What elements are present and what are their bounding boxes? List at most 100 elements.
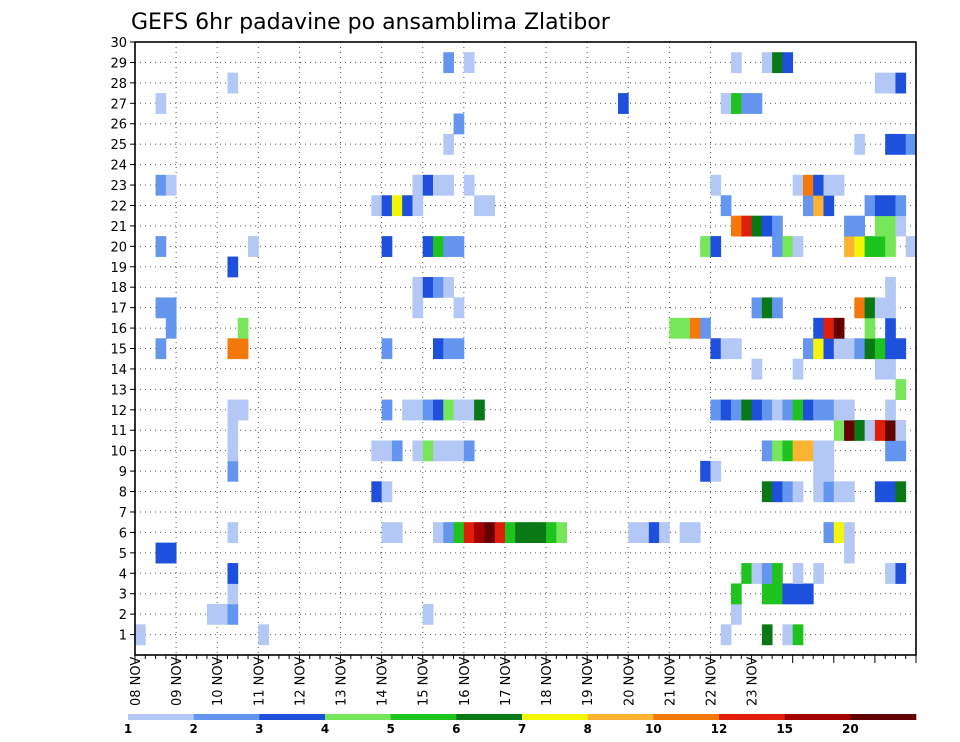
precip-cell [885, 215, 896, 237]
precip-cell [155, 236, 167, 257]
y-tick-label: 9 [119, 465, 127, 480]
precip-cell [802, 338, 814, 360]
x-tick-label: 21 NOV [663, 657, 678, 706]
precip-cell [227, 256, 239, 278]
precip-cell [422, 399, 434, 421]
precip-cell [227, 440, 239, 462]
precip-cell [381, 481, 393, 503]
precip-cell [874, 236, 886, 257]
precip-cell [474, 522, 485, 544]
precip-cell [155, 542, 167, 564]
precip-cell [874, 297, 886, 319]
precip-cell [885, 317, 896, 339]
y-tick-label: 29 [110, 56, 127, 71]
x-tick-label: 16 NOV [458, 657, 473, 706]
precip-cell [443, 174, 454, 196]
precip-cell [248, 236, 259, 257]
precip-cell [761, 481, 773, 503]
precip-cell [453, 522, 465, 544]
precip-cell [885, 133, 896, 155]
y-tick-label: 19 [110, 261, 127, 276]
precip-cell [802, 440, 814, 462]
precip-cell [227, 522, 239, 544]
chart-title: GEFS 6hr padavine po ansamblima Zlatibor [131, 10, 611, 35]
precip-cell [813, 563, 824, 584]
precip-cell [412, 297, 424, 319]
precip-cell [741, 215, 752, 237]
precip-cell [802, 399, 814, 421]
precip-cell [433, 236, 444, 257]
precip-cell [874, 338, 886, 360]
precip-cell [864, 317, 876, 339]
precip-cell [895, 420, 907, 441]
precip-cell [864, 420, 876, 441]
precip-cell [823, 317, 835, 339]
precip-cell [237, 338, 249, 360]
y-tick-label: 28 [110, 77, 127, 92]
precip-cell [720, 624, 732, 646]
precip-cell [864, 236, 876, 257]
plot-cells [135, 52, 917, 646]
colorbar-swatch [784, 714, 851, 720]
precip-cell [802, 583, 814, 605]
precip-cell [453, 440, 465, 462]
precip-cell [720, 399, 732, 421]
colorbar-label: 12 [711, 722, 728, 736]
precip-cell [895, 440, 907, 462]
precip-cell [802, 174, 814, 196]
precip-cell [237, 317, 249, 339]
precip-cell [443, 399, 454, 421]
precip-cell [751, 93, 763, 114]
precip-cell [761, 297, 773, 319]
precip-cell [772, 215, 783, 237]
precip-cell [844, 542, 855, 564]
precip-cell [885, 297, 896, 319]
precip-cell [720, 195, 732, 217]
precip-cell [628, 522, 639, 544]
precip-cell [535, 522, 547, 544]
precip-cell [823, 338, 835, 360]
precip-cell [648, 522, 660, 544]
precip-cell [453, 338, 465, 360]
precip-cell [710, 338, 722, 360]
precip-cell [782, 624, 794, 646]
precip-cell [772, 563, 783, 584]
precip-cell [895, 481, 907, 503]
precip-cell [741, 399, 752, 421]
precip-cell [381, 440, 393, 462]
precip-cell [813, 399, 824, 421]
x-tick-label: 15 NOV [417, 657, 432, 706]
precip-cell [792, 563, 804, 584]
y-tick-label: 4 [119, 567, 127, 582]
precip-cell [391, 440, 403, 462]
colorbar-swatch [193, 714, 260, 720]
precip-cell [833, 338, 845, 360]
precip-cell [813, 174, 824, 196]
x-tick-label: 11 NOV [252, 657, 267, 706]
precip-cell [864, 297, 876, 319]
precip-cell [874, 420, 886, 441]
precip-cell [237, 399, 249, 421]
precip-cell [833, 522, 845, 544]
precip-cell [402, 195, 413, 217]
precip-cell [854, 215, 866, 237]
precip-cell [453, 399, 465, 421]
precip-cell [484, 195, 496, 217]
precip-cell [258, 624, 269, 646]
precip-cell [155, 338, 167, 360]
precip-cell [525, 522, 537, 544]
colorbar-label: 20 [842, 722, 859, 736]
precip-cell [885, 420, 896, 441]
precip-cell [165, 317, 177, 339]
x-tick-label: 18 NOV [540, 657, 555, 706]
colorbar-swatch [719, 714, 785, 720]
colorbar-label: 2 [189, 722, 197, 736]
precip-cell [813, 481, 824, 503]
precip-cell [844, 481, 855, 503]
precip-cell [854, 420, 866, 441]
precip-cell [833, 317, 845, 339]
precip-cell [751, 215, 763, 237]
precip-cell [823, 460, 835, 482]
y-tick-label: 13 [110, 383, 127, 398]
precip-cell [905, 133, 917, 155]
